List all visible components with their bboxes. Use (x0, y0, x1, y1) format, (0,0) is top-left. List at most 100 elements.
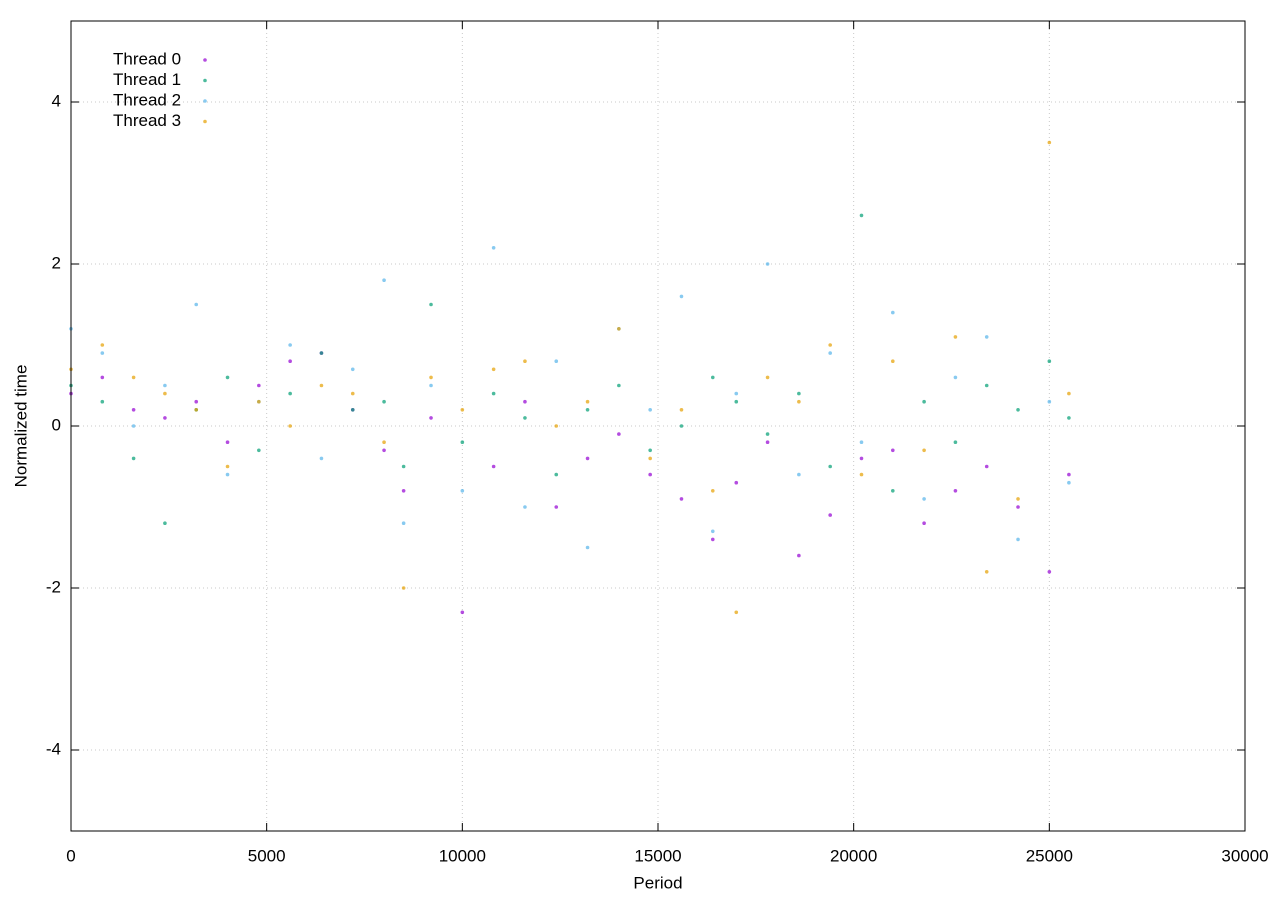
point (734, 610, 739, 615)
point (585, 545, 590, 550)
point (1047, 140, 1052, 145)
point (617, 383, 621, 388)
point (225, 375, 230, 380)
point (585, 408, 590, 412)
point (288, 391, 292, 396)
point (523, 359, 527, 364)
point (100, 399, 105, 404)
point (100, 351, 105, 355)
point (1067, 391, 1071, 396)
point (288, 343, 292, 347)
point (523, 505, 527, 509)
point (225, 440, 230, 445)
point (734, 480, 739, 485)
point (797, 553, 801, 558)
point (382, 399, 386, 404)
point (679, 497, 684, 501)
point (984, 464, 989, 469)
point (100, 343, 105, 347)
point (828, 513, 832, 517)
point (859, 472, 864, 477)
y-tick-label: 0 (52, 415, 61, 434)
point (100, 375, 105, 380)
point (554, 424, 559, 428)
y-axis-label: Normalized time (11, 365, 30, 488)
point (984, 570, 989, 574)
point (648, 448, 652, 453)
point (765, 440, 770, 445)
point (350, 408, 355, 412)
point (984, 383, 989, 388)
point (765, 262, 770, 266)
point (401, 464, 406, 469)
point (734, 399, 739, 404)
legend-marker (203, 58, 207, 62)
point (617, 432, 621, 436)
point (319, 351, 324, 355)
point (1047, 399, 1052, 404)
point (523, 416, 527, 420)
point (491, 391, 496, 396)
point (225, 464, 230, 469)
point (163, 416, 167, 420)
legend-label: Thread 2 (113, 90, 181, 109)
point (1047, 570, 1052, 574)
legend-label: Thread 3 (113, 111, 181, 130)
point (319, 456, 324, 461)
point (1016, 408, 1020, 412)
point (1067, 416, 1071, 420)
point (585, 399, 590, 404)
point (225, 472, 230, 477)
point (350, 367, 355, 372)
point (922, 448, 926, 453)
point (797, 391, 801, 396)
x-tick-label: 15000 (634, 846, 681, 865)
point (1067, 480, 1071, 485)
point (710, 529, 715, 534)
point (460, 408, 465, 412)
point (350, 391, 355, 396)
point (648, 408, 652, 412)
point (953, 440, 958, 445)
point (1016, 537, 1020, 542)
point (554, 505, 559, 509)
point (648, 456, 652, 461)
legend-label: Thread 0 (113, 49, 181, 68)
point (710, 489, 715, 493)
point (554, 472, 559, 477)
point (319, 383, 324, 388)
y-tick-label: -2 (46, 577, 61, 596)
point (1016, 505, 1020, 509)
x-tick-label: 10000 (439, 846, 486, 865)
point (163, 391, 167, 396)
point (922, 399, 926, 404)
point (460, 489, 465, 493)
point (131, 456, 136, 461)
point (429, 375, 433, 380)
x-tick-label: 5000 (248, 846, 286, 865)
point (1016, 497, 1020, 501)
point (429, 302, 433, 307)
point (429, 416, 433, 420)
point (288, 359, 292, 364)
point (429, 383, 433, 388)
point (163, 521, 167, 525)
point (953, 335, 958, 339)
point (953, 375, 958, 380)
point (710, 537, 715, 542)
point (765, 432, 770, 436)
point (1067, 472, 1071, 477)
point (194, 408, 199, 412)
point (460, 440, 465, 445)
plot-border (70, 20, 1246, 832)
point (288, 424, 292, 428)
point (554, 359, 559, 364)
x-tick-label: 25000 (1026, 846, 1073, 865)
y-tick-label: 2 (52, 253, 61, 272)
point (648, 472, 652, 477)
point (491, 464, 496, 469)
point (679, 294, 684, 299)
point (257, 448, 261, 453)
point (460, 610, 465, 615)
